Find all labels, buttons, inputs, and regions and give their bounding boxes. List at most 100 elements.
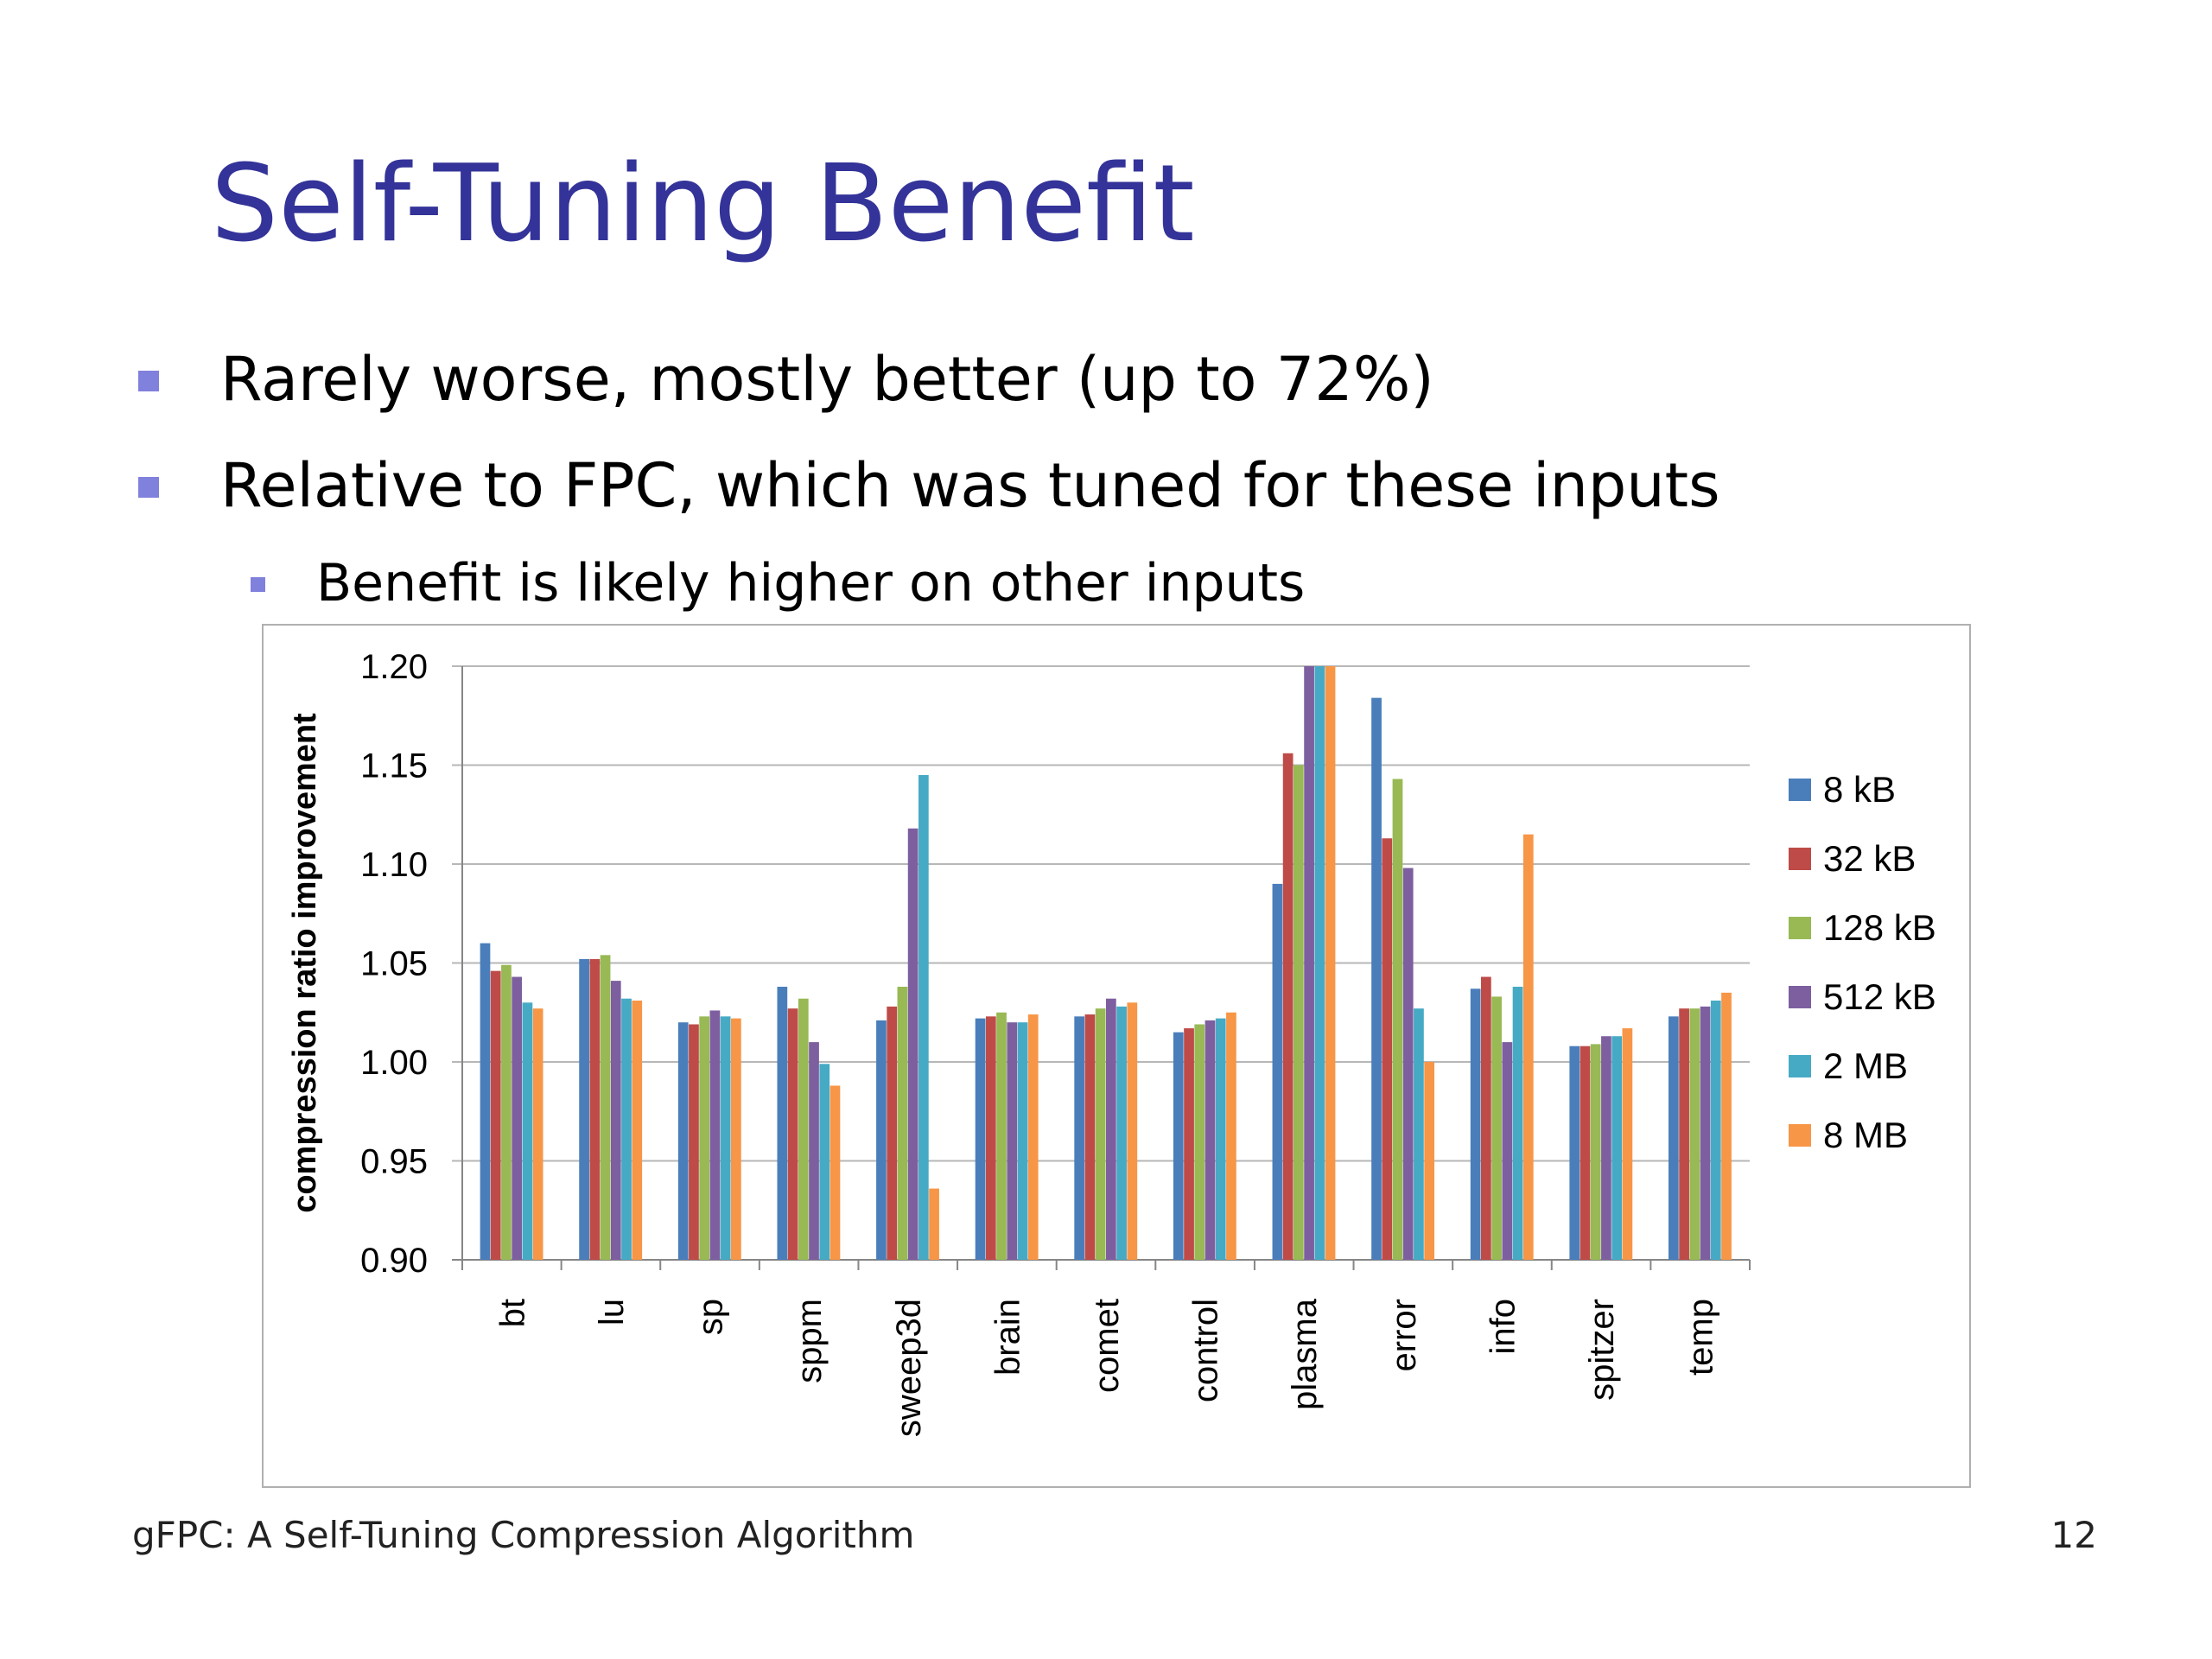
bar	[579, 958, 589, 1260]
bar	[1106, 998, 1116, 1260]
slide-title: Self-Tuning Benefit	[211, 143, 1195, 266]
bar	[929, 1188, 939, 1260]
bar	[787, 1008, 798, 1260]
bar	[1481, 976, 1491, 1260]
bar	[522, 1002, 533, 1260]
bar	[1382, 838, 1393, 1260]
y-tick-label: 1.20	[360, 648, 428, 686]
bar	[1095, 1008, 1106, 1260]
y-tick-label: 0.95	[360, 1143, 428, 1181]
bar	[1371, 697, 1382, 1260]
bar	[887, 1006, 898, 1260]
bar	[975, 1018, 986, 1260]
bullet-1-text: Rarely worse, mostly better (up to 72%)	[220, 344, 1434, 415]
bar	[490, 970, 501, 1260]
bar	[1622, 1028, 1633, 1260]
x-category-label: info	[1484, 1299, 1522, 1355]
bar	[1194, 1024, 1205, 1260]
legend-label: 32 kB	[1823, 838, 1916, 879]
bar	[512, 976, 523, 1260]
bar	[1282, 753, 1294, 1260]
bar	[600, 955, 611, 1260]
bar	[1127, 1002, 1138, 1260]
bar	[621, 998, 632, 1260]
bar	[819, 1064, 830, 1260]
bar	[897, 986, 908, 1260]
bar	[1700, 1006, 1711, 1260]
bar	[1590, 1044, 1601, 1260]
x-category-label: error	[1385, 1299, 1423, 1371]
bar	[1184, 1028, 1194, 1260]
x-category-label: sp	[692, 1299, 730, 1335]
bullet-2: Relative to FPC, which was tuned for the…	[138, 455, 1720, 516]
bar	[610, 981, 621, 1260]
x-category-label: sppm	[791, 1299, 829, 1383]
subbullet: Benefit is likely higher on other inputs	[251, 557, 1305, 609]
page-number: 12	[2050, 1514, 2097, 1556]
x-category-label: bt	[493, 1299, 531, 1327]
bar	[1502, 1042, 1513, 1260]
legend-label: 128 kB	[1823, 907, 1936, 948]
bar	[1424, 1062, 1435, 1260]
x-category-label: comet	[1088, 1299, 1126, 1393]
bar	[1084, 1014, 1096, 1260]
bullet-2-text: Relative to FPC, which was tuned for the…	[220, 450, 1720, 521]
bar	[1027, 1014, 1039, 1260]
bar	[501, 964, 512, 1260]
bar	[907, 828, 918, 1260]
legend-swatch	[1789, 779, 1811, 801]
bar	[1116, 1006, 1127, 1260]
bar	[830, 1085, 841, 1260]
footer-text: gFPC: A Self-Tuning Compression Algorith…	[132, 1514, 915, 1556]
bar	[1512, 986, 1523, 1260]
bar	[1402, 868, 1414, 1260]
bar	[1601, 1036, 1611, 1260]
bullet-1: Rarely worse, mostly better (up to 72%)	[138, 349, 1434, 410]
x-category-label: control	[1187, 1299, 1225, 1402]
legend-label: 8 kB	[1823, 769, 1896, 810]
bullet-square-icon	[138, 477, 159, 498]
y-tick-label: 1.05	[360, 945, 428, 983]
bar	[1226, 1012, 1236, 1260]
x-category-label: temp	[1682, 1299, 1720, 1376]
bar	[777, 986, 788, 1260]
bar	[1721, 992, 1732, 1260]
bar	[1272, 883, 1283, 1260]
bar	[1414, 1008, 1424, 1260]
subbullet-square-icon	[251, 577, 265, 592]
y-tick-label: 1.15	[360, 747, 428, 785]
bar	[1710, 1001, 1721, 1260]
bar	[996, 1012, 1007, 1260]
bar	[798, 998, 809, 1260]
bar	[730, 1018, 741, 1260]
bar	[677, 1022, 689, 1260]
bar	[709, 1010, 721, 1260]
legend-swatch	[1789, 917, 1811, 939]
bar	[1392, 779, 1403, 1260]
x-category-label: sweep3d	[890, 1299, 928, 1437]
bar	[876, 1020, 887, 1260]
bar	[1522, 834, 1534, 1260]
subbullet-text: Benefit is likely higher on other inputs	[316, 553, 1306, 613]
bar	[689, 1024, 699, 1260]
bar	[1314, 666, 1325, 1260]
bar	[985, 1016, 996, 1260]
bar	[532, 1008, 543, 1260]
bar	[1215, 1018, 1226, 1260]
x-category-label: lu	[593, 1299, 631, 1325]
x-category-label: brain	[988, 1299, 1027, 1376]
bar	[1325, 666, 1336, 1260]
bar	[1569, 1046, 1580, 1260]
bar	[699, 1016, 710, 1260]
bar	[1173, 1032, 1184, 1260]
legend-swatch	[1789, 1124, 1811, 1147]
bar	[1580, 1046, 1591, 1260]
bar	[1017, 1022, 1028, 1260]
legend-label: 512 kB	[1823, 976, 1936, 1017]
bar	[1679, 1008, 1689, 1260]
legend-label: 8 MB	[1823, 1115, 1908, 1155]
y-tick-label: 1.00	[360, 1044, 428, 1082]
bar	[632, 1001, 643, 1260]
bar	[1470, 988, 1481, 1260]
